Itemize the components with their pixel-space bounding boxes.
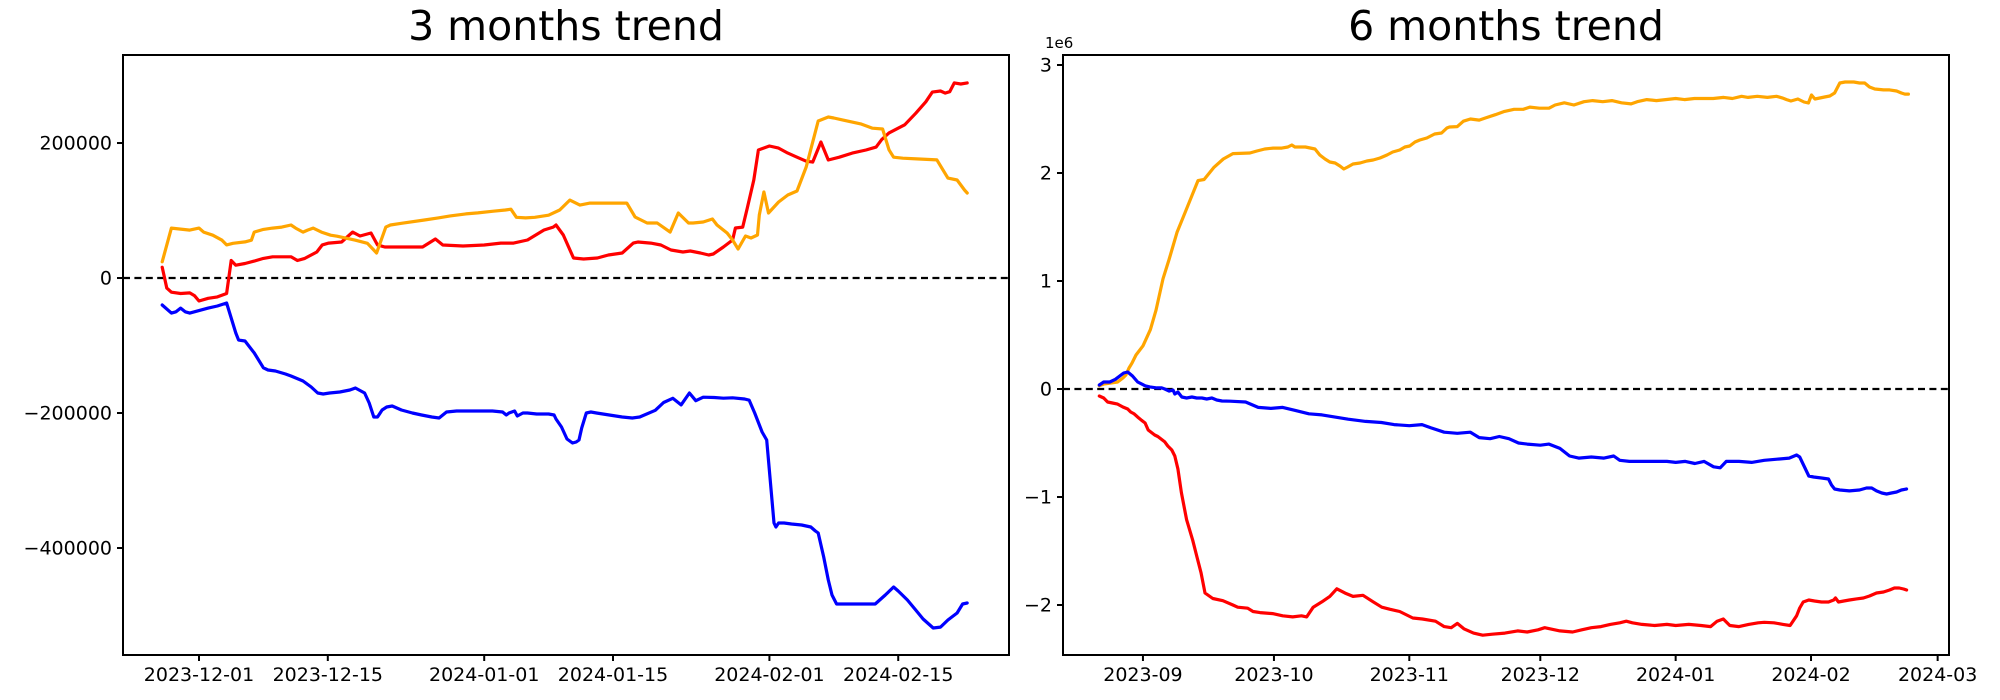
y-tick-label: 2 (1040, 162, 1052, 184)
y-tick-label: −2 (1024, 594, 1052, 616)
y-tick-label: −200000 (24, 403, 112, 425)
chart-title-6-months: 6 months trend (1348, 2, 1664, 50)
series-line-red (160, 81, 969, 303)
plot-border (1062, 54, 1950, 656)
series-line-red (1097, 394, 1909, 637)
x-tick-label: 2024-01 (1636, 664, 1715, 686)
y-tick-label: −400000 (24, 538, 112, 560)
y-tick-label: −1 (1024, 486, 1052, 508)
chart-title-3-months: 3 months trend (408, 2, 724, 50)
x-tick-label: 2023-11 (1370, 664, 1449, 686)
x-tick-label: 2024-01-15 (558, 664, 668, 686)
x-tick-label: 2023-12 (1501, 664, 1580, 686)
y-axis-offset-label: 1e6 (1045, 34, 1073, 52)
x-tick-label: 2024-02 (1771, 664, 1850, 686)
series-line-orange (160, 115, 969, 264)
x-tick-label: 2023-12-15 (273, 664, 383, 686)
x-tick-label: 2024-01-01 (429, 664, 539, 686)
y-tick-label: 0 (100, 268, 112, 290)
series-line-blue (160, 301, 969, 630)
x-tick-label: 2023-12-01 (144, 664, 254, 686)
y-tick-label: 200000 (39, 133, 112, 155)
x-tick-label: 2024-02-15 (843, 664, 953, 686)
y-tick-label: 3 (1040, 55, 1052, 77)
x-tick-label: 2023-09 (1103, 664, 1182, 686)
x-tick-label: 2023-10 (1234, 664, 1313, 686)
plot-border (122, 54, 1010, 656)
series-line-orange (1097, 80, 1911, 388)
x-tick-label: 2024-03 (1898, 664, 1977, 686)
x-tick-label: 2024-02-01 (714, 664, 824, 686)
y-tick-label: 1 (1040, 270, 1052, 292)
y-tick-label: 0 (1040, 378, 1052, 400)
series-line-blue (1097, 370, 1909, 496)
